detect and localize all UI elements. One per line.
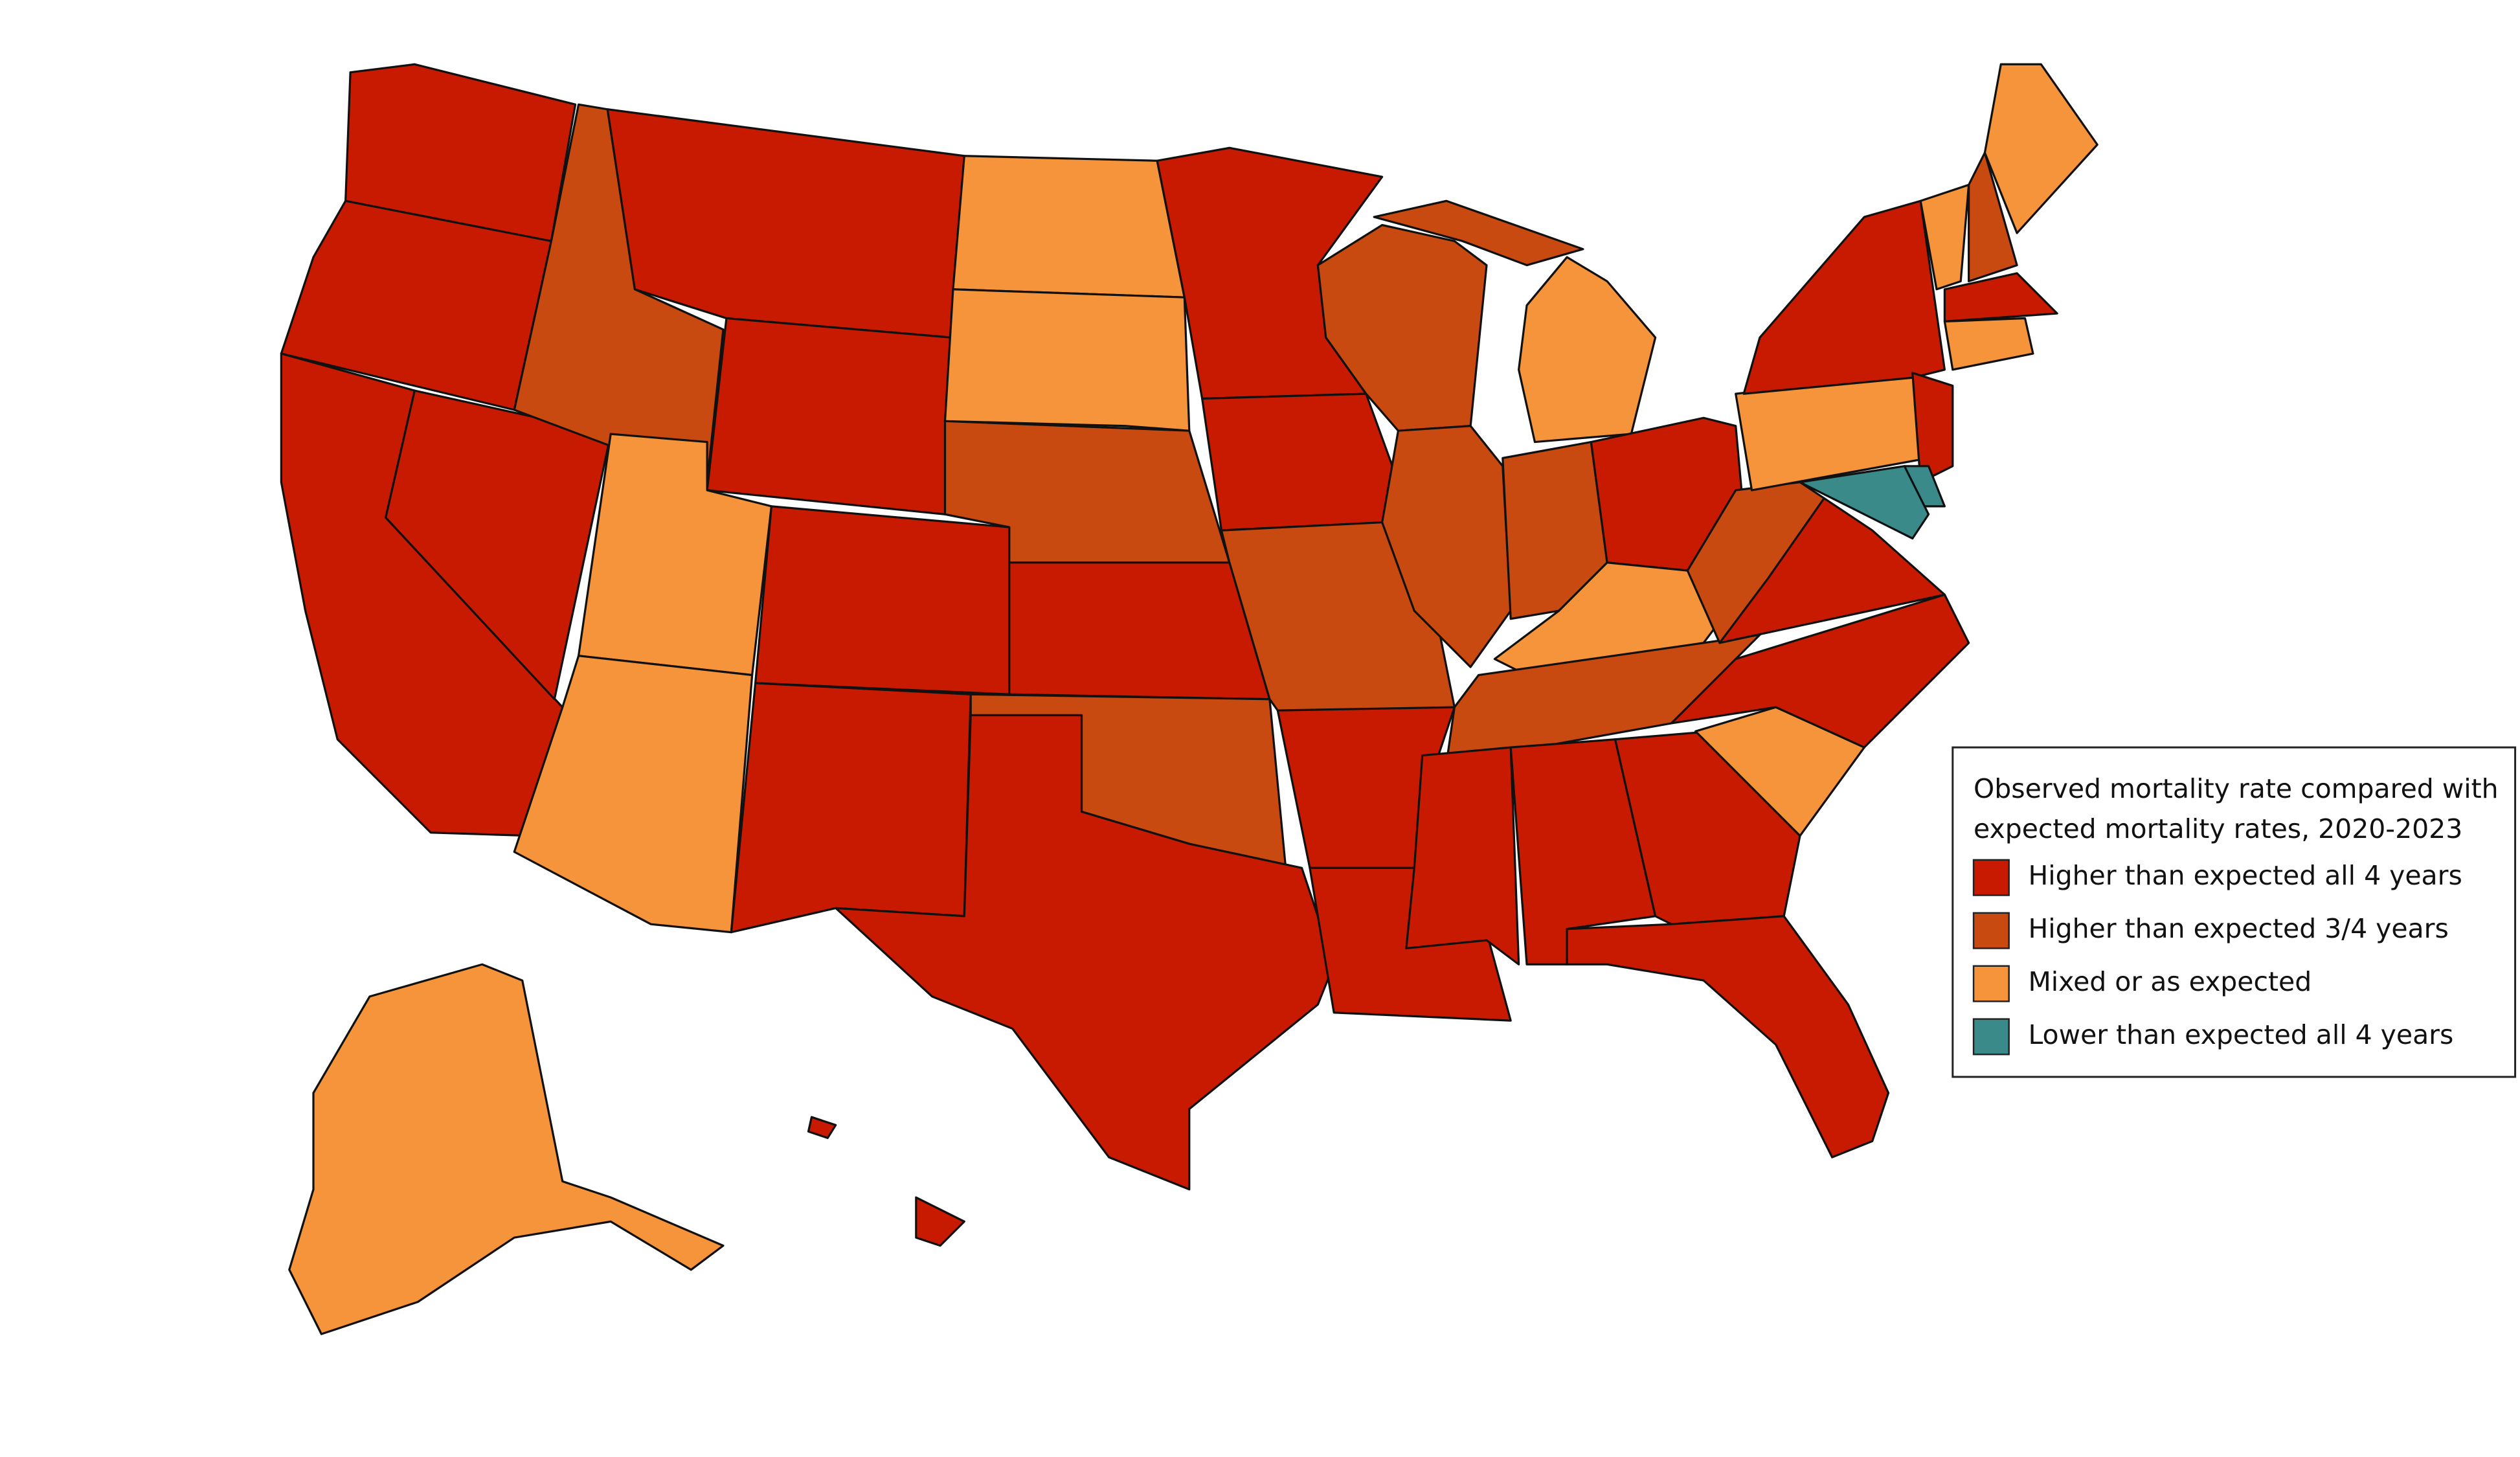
legend-swatch <box>1972 1018 2010 1056</box>
region <box>280 199 552 411</box>
legend-swatch <box>1972 912 2010 949</box>
region <box>1983 63 2098 234</box>
region <box>1919 183 1970 291</box>
legend-swatch <box>1972 859 2010 896</box>
region <box>1799 465 1930 540</box>
region <box>1911 372 1954 484</box>
region <box>1670 593 1970 749</box>
region <box>1518 256 1657 444</box>
legend-label: Higher than expected 3/4 years <box>2028 913 2448 944</box>
region <box>1373 199 1584 267</box>
region <box>1742 199 1946 395</box>
legend-label: Lower than expected all 4 years <box>2028 1019 2453 1050</box>
region <box>1686 481 1825 644</box>
region <box>943 288 1191 432</box>
states <box>280 63 2098 1335</box>
region <box>730 682 972 934</box>
region <box>1381 425 1512 668</box>
region <box>1968 152 2018 282</box>
region <box>807 1116 837 1139</box>
region <box>1008 561 1271 701</box>
region <box>1943 317 2034 371</box>
region <box>754 505 1011 695</box>
region <box>706 317 953 515</box>
region <box>915 1196 965 1247</box>
legend-title: Observed mortality rate compared with <box>1974 773 2499 804</box>
region <box>288 963 725 1335</box>
region <box>1405 746 1520 966</box>
legend-box <box>1952 746 2517 1078</box>
legend: Observed mortality rate compared with exp… <box>1952 746 2517 1078</box>
region <box>952 155 1186 299</box>
region <box>1201 392 1400 532</box>
legend-title: expected mortality rates, 2020-2023 <box>1974 813 2462 844</box>
legend-label: Higher than expected all 4 years <box>2028 860 2462 891</box>
legend-swatch <box>1972 965 2010 1002</box>
region <box>835 714 1335 1191</box>
legend-label: Mixed or as expected <box>2028 966 2312 997</box>
region <box>1943 272 2058 323</box>
region <box>513 655 754 934</box>
region <box>1566 915 1890 1158</box>
